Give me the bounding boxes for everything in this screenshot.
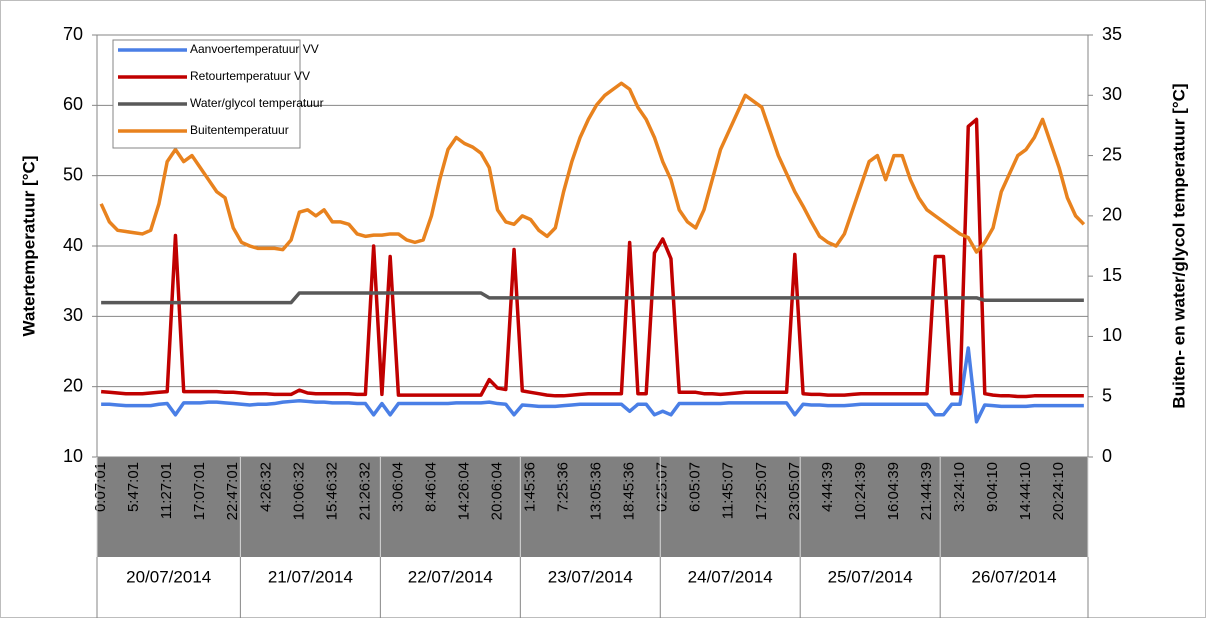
x-tick-label: 1:45:36 <box>522 462 539 512</box>
y2-tick-label: 0 <box>1102 446 1112 466</box>
legend-label: Retourtemperatuur VV <box>190 69 310 83</box>
y-tick-label: 50 <box>63 164 83 184</box>
x-tick-label: 14:44:10 <box>1017 462 1034 520</box>
y2-tick-label: 25 <box>1102 144 1122 164</box>
x-tick-label: 11:27:01 <box>158 462 175 519</box>
series-line <box>101 291 1084 305</box>
y-axis-title: Watertemperatuur [°C] <box>19 156 38 337</box>
date-label: 25/07/2014 <box>828 567 913 586</box>
x-tick-label: 8:46:04 <box>422 462 439 512</box>
x-tick-label: 15:46:32 <box>323 462 340 520</box>
legend-label: Buitentemperatuur <box>190 123 289 137</box>
x-tick-label: 3:24:10 <box>951 462 968 512</box>
date-label: 22/07/2014 <box>408 567 493 586</box>
x-tick-label: 14:26:04 <box>455 462 472 520</box>
date-label: 21/07/2014 <box>268 567 353 586</box>
x-tick-label: 4:44:39 <box>819 462 836 512</box>
x-tick-label: 17:07:01 <box>191 462 208 520</box>
y2-tick-label: 20 <box>1102 205 1122 225</box>
x-tick-label: 17:25:07 <box>753 462 770 520</box>
legend-label: Aanvoertemperatuur VV <box>190 42 319 56</box>
y2-tick-label: 15 <box>1102 265 1122 285</box>
x-tick-label: 23:05:07 <box>786 462 803 520</box>
x-tick-label: 5:47:01 <box>125 462 142 512</box>
y-tick-label: 10 <box>63 446 83 466</box>
x-tick-label: 21:44:39 <box>918 462 935 520</box>
y2-tick-label: 30 <box>1102 84 1122 104</box>
y-tick-label: 40 <box>63 235 83 255</box>
x-tick-label: 0:25:07 <box>654 462 671 512</box>
date-label: 23/07/2014 <box>548 567 633 586</box>
series-line <box>101 346 1084 424</box>
date-label: 24/07/2014 <box>688 567 773 586</box>
y-tick-label: 30 <box>63 305 83 325</box>
date-label: 20/07/2014 <box>126 567 211 586</box>
x-tick-label: 10:06:32 <box>290 462 307 520</box>
x-tick-label: 0:07:01 <box>92 462 109 512</box>
x-label-band <box>97 457 1088 557</box>
series-line <box>100 117 1084 399</box>
x-tick-label: 10:24:39 <box>852 462 869 520</box>
x-tick-label: 22:47:01 <box>224 462 241 520</box>
series-line <box>99 81 1086 254</box>
x-tick-label: 20:06:04 <box>488 462 505 520</box>
y-tick-label: 20 <box>63 375 83 395</box>
x-tick-label: 16:04:39 <box>885 462 902 520</box>
legend-label: Water/glycol temperatuur <box>190 96 324 110</box>
y-tick-label: 60 <box>63 94 83 114</box>
y2-tick-label: 10 <box>1102 325 1122 345</box>
x-tick-label: 4:26:32 <box>257 462 274 512</box>
x-tick-label: 21:26:32 <box>356 462 373 520</box>
y2-tick-label: 5 <box>1102 385 1112 405</box>
x-tick-label: 3:06:04 <box>389 462 406 512</box>
x-tick-label: 20:24:10 <box>1050 462 1067 520</box>
x-tick-label: 9:04:10 <box>984 462 1001 512</box>
y-tick-label: 70 <box>63 24 83 44</box>
y2-tick-label: 35 <box>1102 24 1122 44</box>
x-tick-label: 13:05:36 <box>588 462 605 520</box>
date-label: 26/07/2014 <box>972 567 1057 586</box>
x-tick-label: 6:05:07 <box>687 462 704 512</box>
x-tick-label: 11:45:07 <box>720 462 737 519</box>
y2-axis-title: Buiten- en water/glycol temperatuur [°C] <box>1169 83 1188 408</box>
x-tick-label: 7:25:36 <box>555 462 572 512</box>
x-tick-label: 18:45:36 <box>621 462 638 520</box>
